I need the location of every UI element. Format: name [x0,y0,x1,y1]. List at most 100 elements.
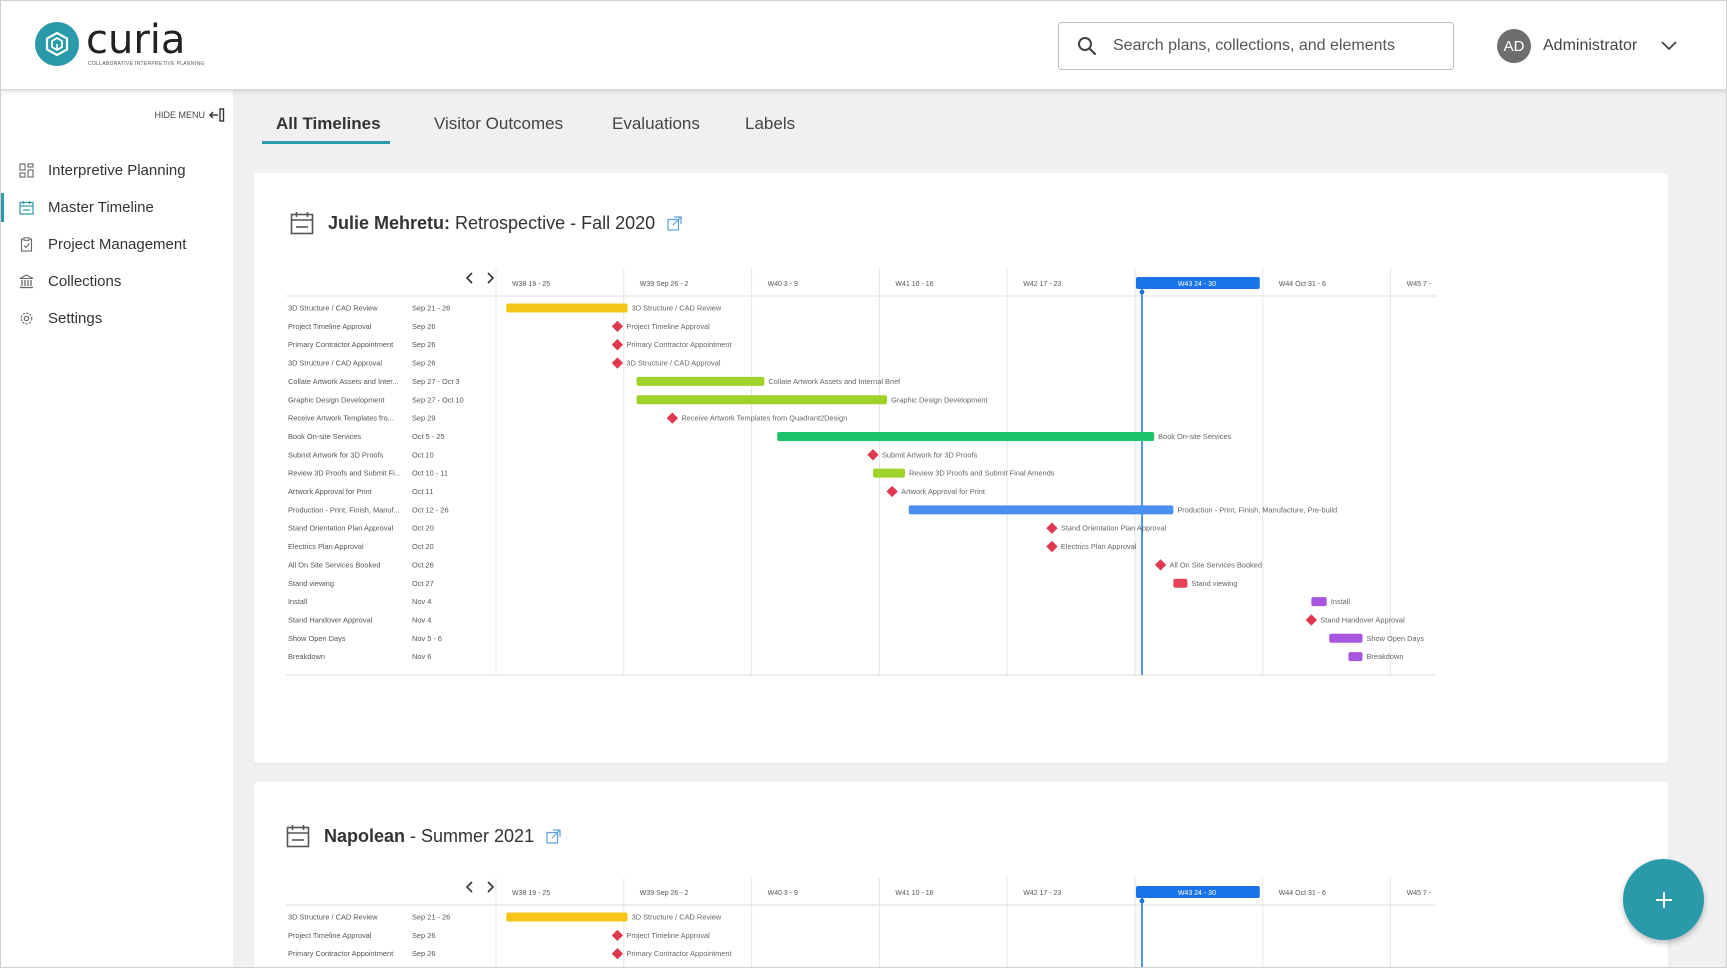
task-date: Nov 4 [412,615,431,624]
task-name[interactable]: Show Open Days [288,634,346,643]
milestone-diamond[interactable] [666,412,679,424]
gantt-svg: W38 19 - 25 W39 Sep 26 - 2 W40 3 - 9 W41 10… [286,269,1436,676]
task-bar[interactable] [636,395,888,405]
tab-visitor-outcomes[interactable]: Visitor Outcomes [434,114,564,133]
hide-menu-button[interactable]: HIDE MENU [154,108,225,122]
sidebar-item-project-management[interactable]: Project Management [1,226,234,263]
task-bar-label: Graphic Design Development [891,395,988,404]
task-name[interactable]: Book On-site Services [288,432,361,441]
timeline-title-bold: Julie Mehretu: [328,212,451,233]
search-input[interactable] [1113,37,1433,55]
external-link-icon[interactable] [546,828,561,844]
curia-logo[interactable]: curia COLLABORATIVE INTERPRETIVE PLANNIN… [35,20,205,67]
task-bar[interactable] [1348,652,1363,662]
task-bar-label: Breakdown [1366,652,1403,661]
chevron-left-icon[interactable] [465,881,473,893]
sidebar-item-collections[interactable]: Collections [1,263,234,300]
task-bar[interactable] [636,376,765,386]
task-name[interactable]: Primary Contractor Appointment [288,949,393,958]
task-name[interactable]: 3D Structure / CAD Review [288,913,378,922]
calendar-icon [286,825,310,848]
milestone-diamond[interactable] [611,948,624,960]
task-bar[interactable] [1311,597,1327,607]
task-bar[interactable] [873,468,905,478]
milestone-diamond[interactable] [1305,614,1318,626]
task-bar[interactable] [1329,633,1363,643]
milestone-diamond[interactable] [867,449,879,461]
task-bar-label: Review 3D Proofs and Submit Final Amends [909,469,1055,478]
task-date: Oct 20 [412,542,434,551]
task-bar[interactable] [506,912,628,922]
gantt-chart: W38 19 - 25 W39 Sep 26 - 2 W40 3 - 9 W41 10… [286,269,1526,714]
gantt-week-label: W44 Oct 31 - 6 [1279,890,1326,897]
tab-labels[interactable]: Labels [745,114,796,133]
gantt-week-label: W38 19 - 25 [512,890,550,897]
sidebar-item-label: Master Timeline [48,199,154,216]
timeline-card: Napolean - Summer 2021 W38 19 - 25 W39 Se… [254,782,1668,968]
tab-evaluations[interactable]: Evaluations [612,114,700,133]
task-name[interactable]: Stand Handover Approval [288,615,373,624]
grid-icon [18,163,34,179]
task-name[interactable]: Project Timeline Approval [288,931,372,940]
task-name[interactable]: Primary Contractor Appointment [288,340,393,349]
chevron-right-icon[interactable] [487,272,495,284]
task-name[interactable]: Artwork Approval for Print [288,487,372,496]
gantt-week-label: W45 7 - [1407,281,1432,288]
task-name[interactable]: All On Site Services Booked [288,560,380,569]
sidebar-item-label: Settings [48,310,103,327]
gantt-week-label: W42 17 - 23 [1023,890,1061,897]
task-name[interactable]: Breakdown [288,652,325,661]
task-bar-label: Show Open Days [1366,634,1424,643]
task-name[interactable]: Install [288,597,308,606]
task-date: Nov 6 [412,652,431,661]
task-bar[interactable] [777,431,1155,441]
sidebar-item-label: Collections [48,273,122,290]
museum-icon [18,274,34,290]
calendar-icon [18,200,34,216]
external-link-icon[interactable] [667,215,682,231]
milestone-diamond[interactable] [1046,522,1058,534]
task-name[interactable]: Graphic Design Development [288,395,385,404]
task-date: Sep 26 [412,949,435,958]
task-name[interactable]: 3D Structure / CAD Review [288,304,378,313]
task-name[interactable]: Submit Artwork for 3D Proofs [288,450,384,459]
task-name[interactable]: Project Timeline Approval [288,322,372,331]
chevron-down-icon[interactable] [1661,41,1677,51]
task-name[interactable]: Production - Print, Finish, Manuf... [288,505,400,514]
task-name[interactable]: Collate Artwork Assets and Inter... [288,377,399,386]
milestone-diamond[interactable] [886,485,898,498]
task-date: Sep 26 [412,359,435,368]
sidebar-item-settings[interactable]: Settings [1,300,234,337]
task-bar[interactable] [908,505,1174,515]
chevron-left-icon[interactable] [465,272,473,284]
task-date: Oct 26 [412,560,434,569]
milestone-diamond[interactable] [1046,540,1058,553]
sidebar-item-master-timeline[interactable]: Master Timeline [1,189,234,226]
task-name[interactable]: Stand viewing [288,579,334,588]
user-menu[interactable]: AD Administrator [1497,29,1677,63]
task-name[interactable]: 3D Structure / CAD Approval [288,359,382,368]
timeline-card: Julie Mehretu: Retrospective - Fall 2020… [254,173,1668,763]
chevron-right-icon[interactable] [487,881,495,893]
milestone-diamond[interactable] [611,339,624,351]
task-bar-label: Book On-site Services [1158,432,1231,441]
milestone-diamond[interactable] [611,320,624,333]
task-name[interactable]: Review 3D Proofs and Submit Fi... [288,469,401,478]
task-bar[interactable] [1173,578,1188,588]
milestone-diamond[interactable] [611,357,624,369]
search-icon [1078,37,1097,56]
add-button[interactable] [1623,859,1704,940]
milestone-diamond[interactable] [1154,559,1167,571]
task-bar[interactable] [506,303,628,313]
sidebar-item-interpretive-planning[interactable]: Interpretive Planning [1,152,234,189]
task-name[interactable]: Receive Artwork Templates fro... [288,414,394,423]
task-name[interactable]: Stand Orientation Plan Approval [288,524,394,533]
task-bar-label: Stand Handover Approval [1320,615,1405,624]
tab-all-timelines[interactable]: All Timelines [276,114,381,133]
search-box[interactable] [1058,22,1454,70]
task-date: Nov 4 [412,597,431,606]
milestone-diamond[interactable] [611,929,624,942]
task-date: Sep 26 [412,322,435,331]
logo-subtitle: COLLABORATIVE INTERPRETIVE PLANNING [88,61,205,67]
task-name[interactable]: Electrics Plan Approval [288,542,364,551]
